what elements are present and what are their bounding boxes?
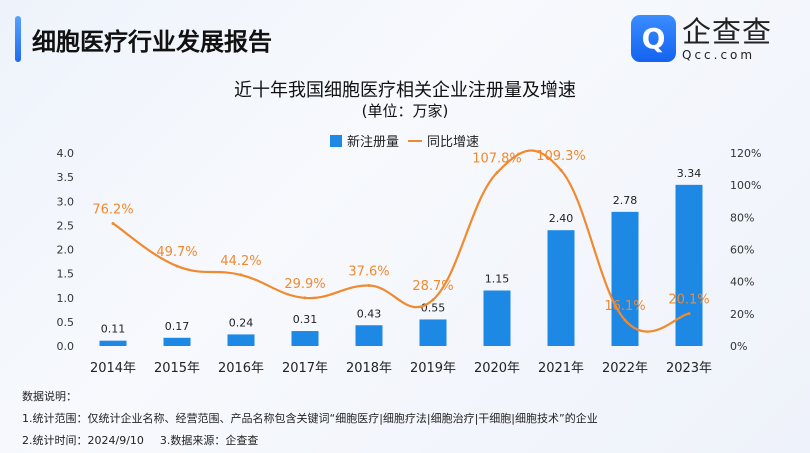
x-axis-tick: 2016年 [218,361,264,376]
growth-value-label: 109.3% [536,149,586,164]
left-axis-tick: 0.0 [57,340,75,353]
notes-heading: 数据说明： [22,390,77,403]
x-axis-tick: 2018年 [346,361,392,376]
bar [163,337,191,346]
qcc-logo: Q 企查查 Qcc.com [631,15,772,62]
bar-value-label: 3.34 [677,167,702,180]
bar [611,211,639,346]
logo-domain: Qcc.com [682,47,756,62]
notes-scope: 1.统计范围：仅统计企业名称、经营范围、产品名称包含关键词“细胞医疗|细胞疗法|… [22,412,598,425]
growth-point [111,221,115,225]
x-axis-tick: 2021年 [538,361,584,376]
page-title: 细胞医疗行业发展报告 [32,28,272,56]
growth-point [303,296,307,300]
growth-point [239,273,243,277]
left-axis-tick: 3.5 [57,171,75,184]
left-axis-tick: 1.5 [57,268,75,281]
growth-value-label: 44.2% [220,254,261,269]
bar [227,334,255,346]
growth-point [367,284,371,288]
growth-point [431,298,435,302]
right-axis-tick: 60% [730,244,754,257]
growth-value-label: 49.7% [156,245,197,260]
legend-bar-swatch [330,134,342,147]
growth-value-label: 28.7% [412,279,453,294]
title-accent-bar [15,16,21,62]
x-axis-tick: 2023年 [666,361,712,376]
data-notes: 数据说明： 1.统计范围：仅统计企业名称、经营范围、产品名称包含关键词“细胞医疗… [22,386,598,452]
bar-value-label: 2.78 [613,194,638,207]
growth-point [687,312,691,316]
right-axis-tick: 20% [730,308,754,321]
bar-value-label: 1.15 [485,273,510,286]
right-axis-tick: 100% [730,179,761,192]
chart-title: 近十年我国细胞医疗相关企业注册量及增速 [234,80,576,101]
bar [355,325,383,346]
left-axis-tick: 4.0 [57,147,75,160]
right-axis-tick: 80% [730,211,754,224]
bar [675,184,703,346]
notes-time: 2.统计时间：2024/9/10 [22,434,144,447]
x-axis-tick: 2019年 [410,361,456,376]
bar-value-label: 0.11 [101,323,126,336]
bar [419,319,447,346]
legend-line-label: 同比增速 [427,135,480,150]
x-axis-tick: 2020年 [474,361,520,376]
bar [99,340,127,346]
growth-value-label: 29.9% [284,277,325,292]
chart-subtitle: (单位：万家) [361,102,449,120]
bar [547,230,575,346]
bar-value-label: 0.17 [165,320,190,333]
logo-icon: Q [631,15,676,62]
left-axis-tick: 2.0 [57,244,75,257]
x-axis-tick: 2015年 [154,361,200,376]
right-axis-tick: 0% [730,340,747,353]
bar-value-label: 0.24 [229,316,254,329]
legend-bar-label: 新注册量 [347,135,400,150]
growth-value-label: 16.1% [604,299,645,314]
growth-point [175,264,179,268]
bar-value-label: 0.55 [421,301,446,314]
bar-value-label: 2.40 [549,212,574,225]
growth-point [495,171,499,175]
logo-text: 企查查 [682,14,773,49]
x-axis-tick: 2022年 [602,361,648,376]
left-axis-tick: 3.0 [57,195,75,208]
left-axis-tick: 2.5 [57,219,75,232]
growth-line [112,149,690,333]
legend: 新注册量 同比增速 [330,131,479,150]
bar [291,331,319,346]
bar [483,290,511,346]
legend-line-swatch [408,139,423,142]
growth-value-label: 37.6% [348,265,389,280]
growth-value-label: 76.2% [92,202,133,217]
growth-value-label: 107.8% [472,152,522,167]
growth-point [559,168,563,172]
right-axis-tick: 40% [730,276,754,289]
right-axis-tick: 120% [730,147,761,160]
growth-point [623,318,627,322]
bar-value-label: 0.31 [293,313,318,326]
left-axis-tick: 1.0 [57,292,75,305]
growth-value-label: 20.1% [668,293,709,308]
notes-source: 3.数据来源：企查查 [159,434,259,447]
bar-value-label: 0.43 [357,307,382,320]
x-axis-tick: 2017年 [282,361,328,376]
x-axis-tick: 2014年 [90,361,136,376]
left-axis-tick: 0.5 [57,316,75,329]
